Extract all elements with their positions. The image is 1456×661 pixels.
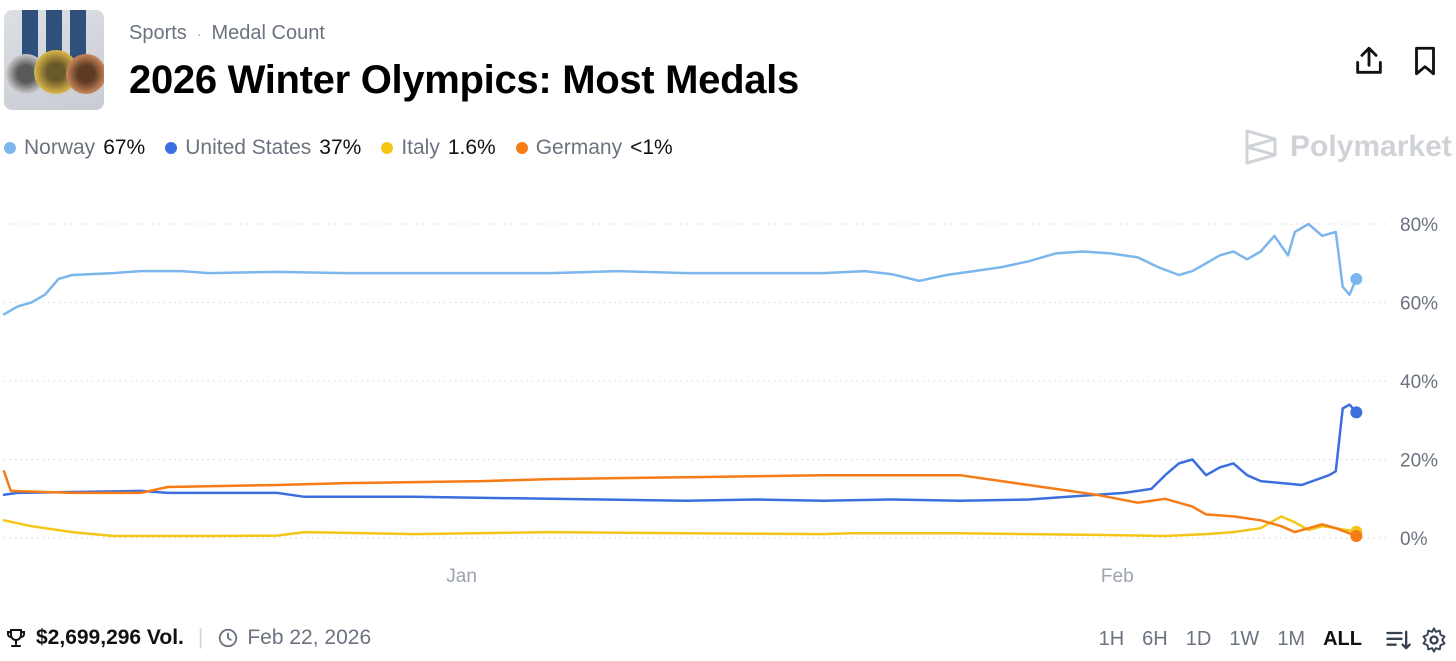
y-tick-label: 80% xyxy=(1400,215,1438,236)
range-1m[interactable]: 1M xyxy=(1277,628,1306,650)
range-6h[interactable]: 6H xyxy=(1142,628,1168,650)
series-line-norway xyxy=(2,222,1358,316)
series-end-marker-germany xyxy=(1350,530,1363,543)
range-1h[interactable]: 1H xyxy=(1098,628,1125,650)
legend-swatch xyxy=(165,142,178,154)
legend-value: 37% xyxy=(319,136,362,159)
share-icon[interactable] xyxy=(1352,44,1386,78)
series-end-marker-norway xyxy=(1350,272,1363,285)
x-tick-label: Feb xyxy=(1101,566,1134,587)
polymarket-logo-icon xyxy=(1245,129,1277,165)
legend-swatch xyxy=(381,142,394,154)
x-tick-label: Jan xyxy=(446,566,477,587)
time-range-selector: 1H 6H 1D 1W 1M ALL xyxy=(1099,628,1362,651)
series-line-italy xyxy=(2,515,1358,538)
legend-name: Norway xyxy=(24,136,96,159)
range-1w[interactable]: 1W xyxy=(1229,628,1260,650)
legend-value: 1.6% xyxy=(447,136,496,159)
y-tick-label: 60% xyxy=(1400,294,1438,315)
breadcrumb-medal-count[interactable]: Medal Count xyxy=(211,22,325,44)
clock-icon xyxy=(219,628,238,648)
ribbon xyxy=(70,10,86,62)
bronze-medal xyxy=(66,54,104,94)
end-date: Feb 22, 2026 xyxy=(247,626,372,649)
footer-info: $2,699,296 Vol. | Feb 22, 2026 xyxy=(4,626,371,650)
y-tick-label: 20% xyxy=(1400,451,1438,472)
brand-name: Polymarket xyxy=(1290,130,1452,163)
series-line-united-states xyxy=(2,403,1358,502)
market-thumbnail xyxy=(4,10,104,110)
page-title: 2026 Winter Olympics: Most Medals xyxy=(129,58,799,102)
legend-name: United States xyxy=(185,136,312,159)
legend-swatch xyxy=(515,142,528,154)
footer-divider: | xyxy=(197,626,204,649)
legend-item-italy[interactable]: Italy 1.6% xyxy=(381,136,496,160)
legend: Norway 67% United States 37% Italy 1.6% … xyxy=(4,136,673,160)
bookmark-icon[interactable] xyxy=(1408,44,1442,78)
breadcrumb-sports[interactable]: Sports xyxy=(129,22,187,44)
sort-list-icon[interactable] xyxy=(1384,626,1412,654)
series-line-germany xyxy=(2,470,1358,538)
legend-item-united-states[interactable]: United States 37% xyxy=(165,136,361,160)
legend-name: Italy xyxy=(401,136,440,159)
y-tick-label: 0% xyxy=(1400,529,1428,550)
volume-text: $2,699,296 Vol. xyxy=(36,626,184,649)
legend-swatch xyxy=(4,142,16,154)
y-tick-label: 40% xyxy=(1400,372,1438,393)
breadcrumb: Sports · Medal Count xyxy=(129,22,325,45)
ribbon xyxy=(46,10,62,62)
series-end-marker-united-states xyxy=(1350,406,1363,419)
brand-watermark: Polymarket xyxy=(1244,128,1452,166)
legend-item-germany[interactable]: Germany <1% xyxy=(515,136,673,160)
legend-value: <1% xyxy=(630,136,673,159)
settings-gear-icon[interactable] xyxy=(1420,626,1448,654)
legend-name: Germany xyxy=(535,136,623,159)
legend-value: 67% xyxy=(103,136,146,159)
range-1d[interactable]: 1D xyxy=(1185,628,1212,650)
ribbon xyxy=(22,10,38,62)
breadcrumb-separator: · xyxy=(196,25,202,42)
trophy-icon xyxy=(7,629,25,647)
range-all[interactable]: ALL xyxy=(1323,628,1362,650)
price-chart[interactable]: 0% 20% 40% 60% 80% Jan Feb xyxy=(0,190,1456,600)
legend-item-norway[interactable]: Norway 67% xyxy=(4,136,145,160)
